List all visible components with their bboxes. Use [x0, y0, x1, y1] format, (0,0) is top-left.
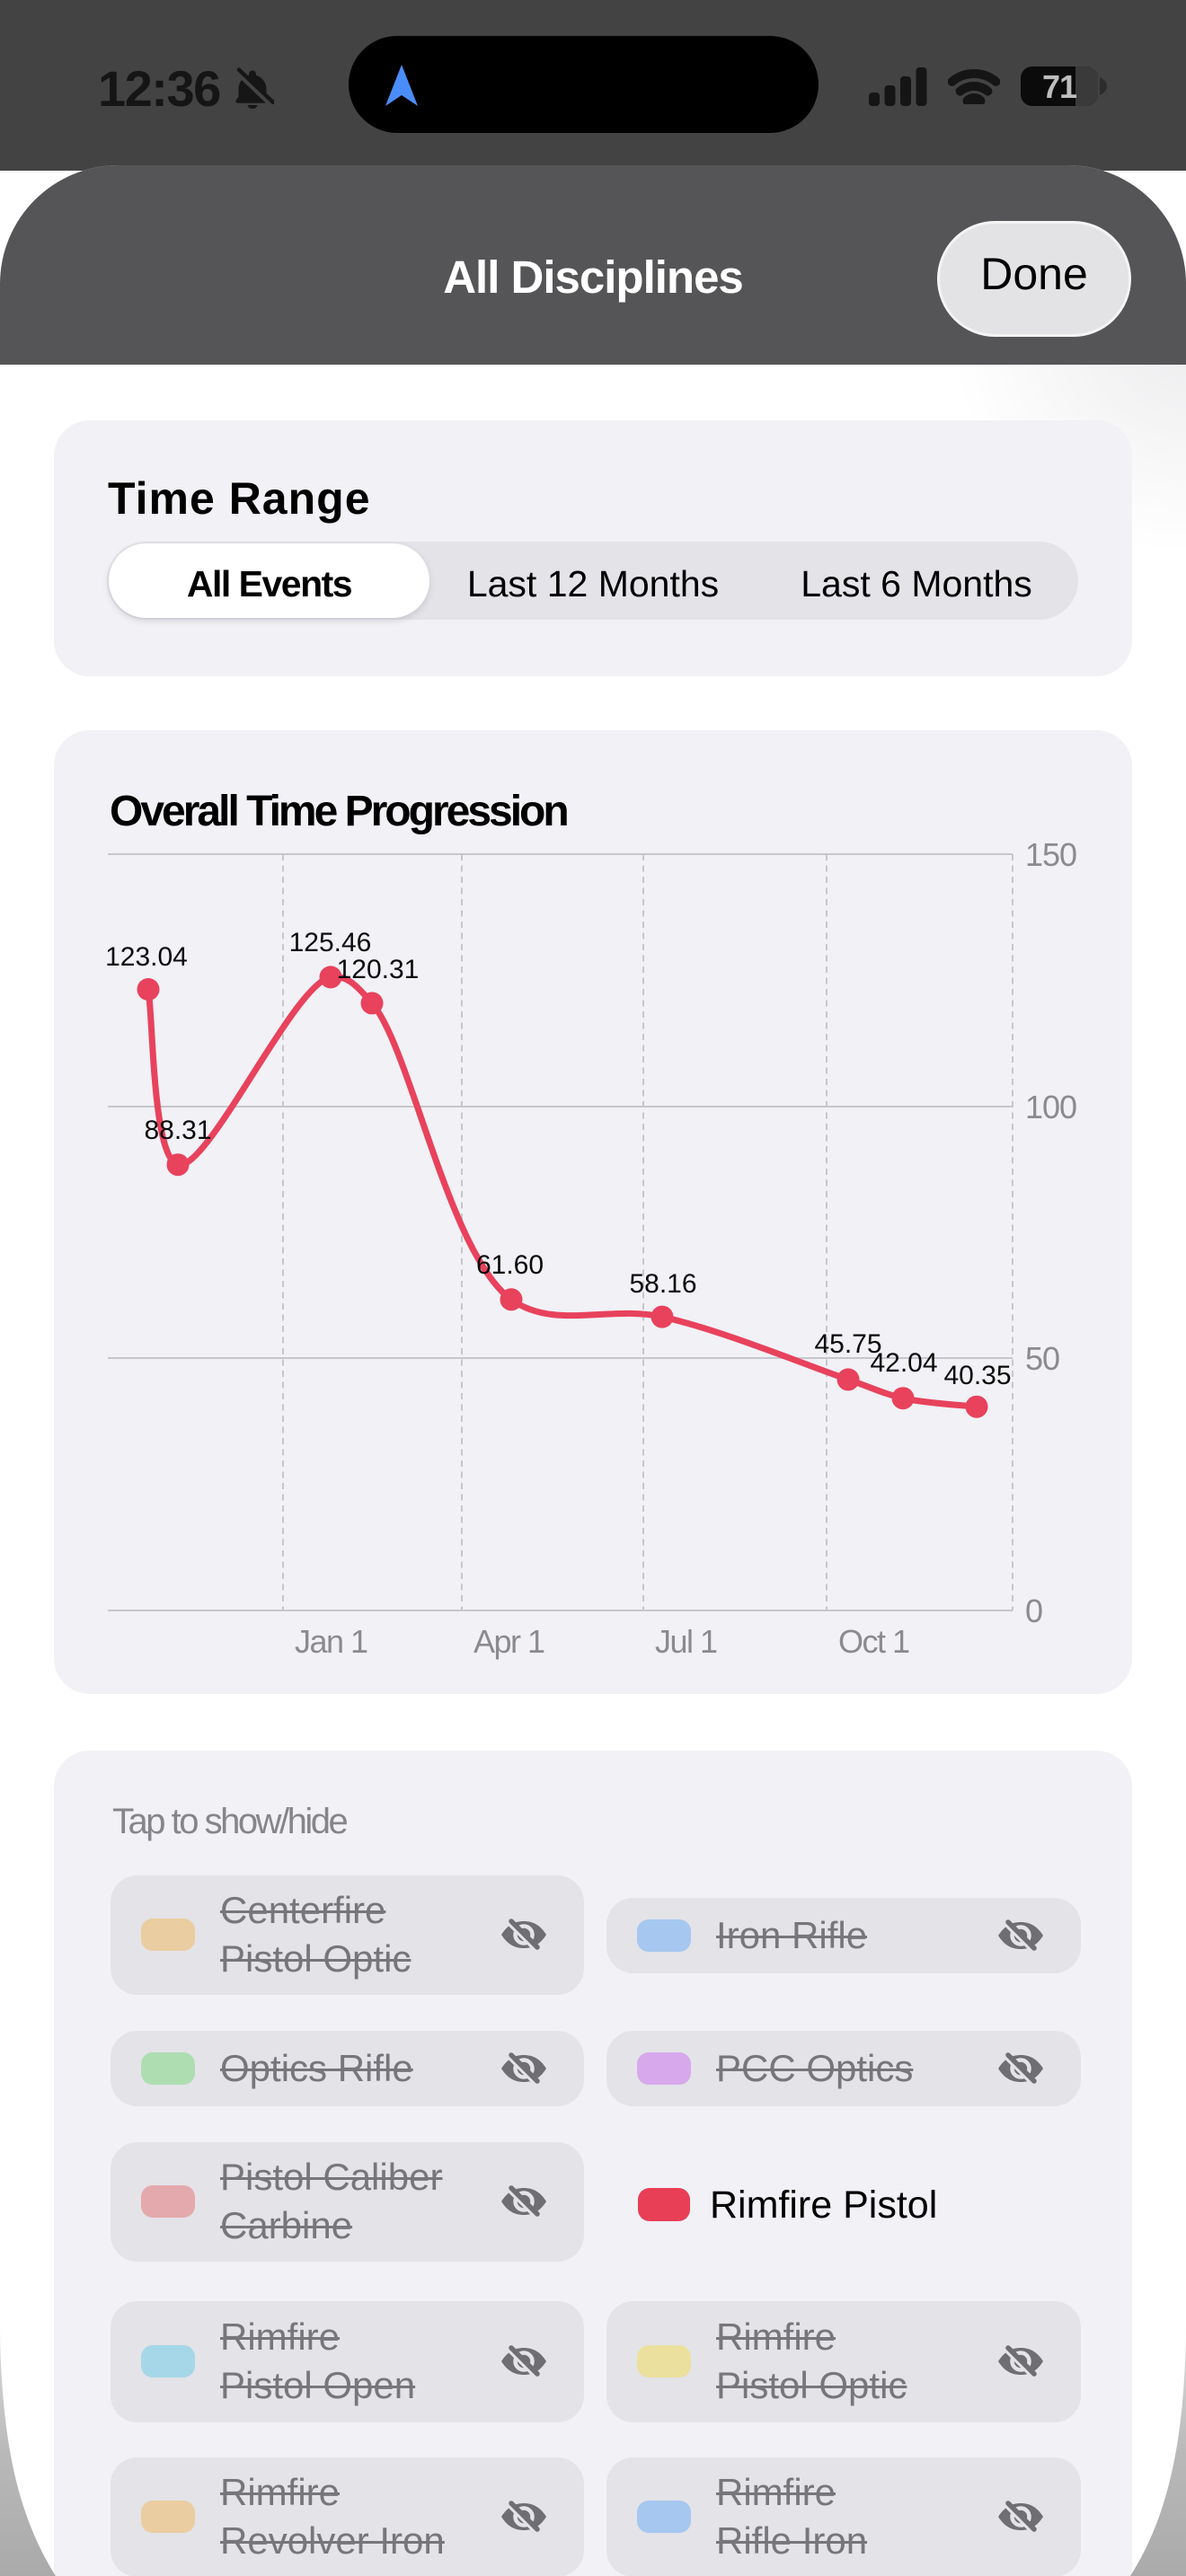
svg-text:120.31: 120.31	[337, 955, 420, 984]
svg-text:100: 100	[1025, 1089, 1076, 1125]
svg-text:42.04: 42.04	[870, 1348, 937, 1378]
svg-text:61.60: 61.60	[476, 1250, 544, 1280]
svg-text:Jan 1: Jan 1	[295, 1623, 367, 1660]
svg-text:45.75: 45.75	[814, 1329, 881, 1359]
svg-text:150: 150	[1025, 836, 1076, 873]
svg-text:125.46: 125.46	[289, 928, 372, 957]
svg-text:50: 50	[1025, 1340, 1059, 1377]
svg-text:58.16: 58.16	[629, 1269, 696, 1299]
svg-text:40.35: 40.35	[943, 1361, 1011, 1390]
svg-text:Apr 1: Apr 1	[474, 1623, 544, 1660]
svg-text:123.04: 123.04	[105, 942, 188, 972]
svg-text:Overall Time Progression: Overall Time Progression	[110, 788, 567, 835]
svg-text:0: 0	[1025, 1592, 1042, 1629]
svg-text:Jul 1: Jul 1	[655, 1623, 717, 1660]
svg-text:Oct 1: Oct 1	[838, 1623, 909, 1660]
svg-text:88.31: 88.31	[144, 1116, 211, 1145]
